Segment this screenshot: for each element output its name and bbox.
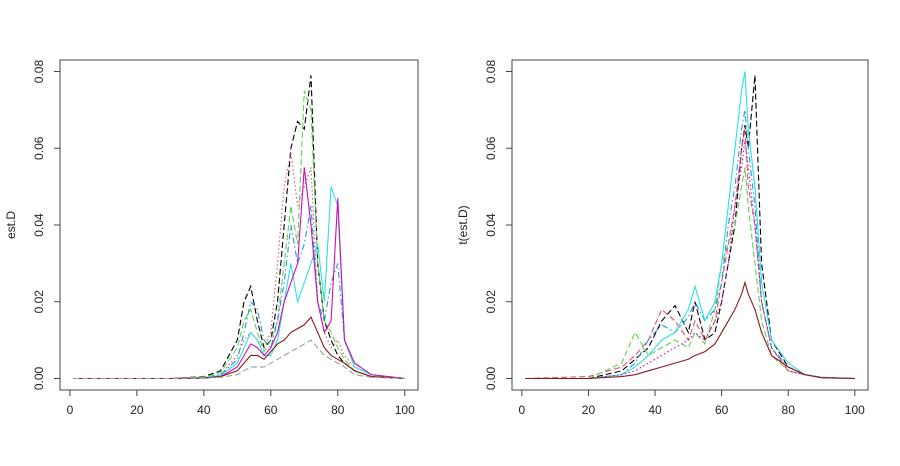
y-axis-label: t(est.D) bbox=[456, 205, 470, 244]
series-line bbox=[525, 128, 855, 380]
y-tick-label: 0.02 bbox=[32, 290, 46, 314]
series-line bbox=[73, 167, 405, 380]
series-line bbox=[73, 186, 405, 380]
series-line bbox=[73, 75, 405, 380]
y-tick-label: 0.06 bbox=[32, 136, 46, 160]
y-tick-label: 0.08 bbox=[32, 60, 46, 84]
series-line bbox=[525, 109, 855, 380]
x-tick-label: 60 bbox=[715, 403, 729, 417]
y-tick-label: 0.02 bbox=[484, 290, 498, 314]
series-line bbox=[525, 71, 855, 380]
plot-panel: 0 20 40 60 80 100 0.00 0.02 0.04 0.06 0.08 t(est.D) bbox=[456, 59, 869, 417]
series-line bbox=[525, 140, 855, 380]
series-line bbox=[73, 339, 405, 380]
series-line bbox=[525, 75, 855, 380]
series-line bbox=[525, 280, 855, 380]
series-line bbox=[73, 205, 405, 380]
series-line bbox=[73, 90, 405, 380]
x-tick-label: 80 bbox=[782, 403, 796, 417]
series-line bbox=[525, 167, 855, 380]
x-tick-label: 60 bbox=[264, 403, 278, 417]
x-tick-label: 100 bbox=[845, 403, 865, 417]
x-tick-label: 100 bbox=[395, 403, 415, 417]
y-tick-label: 0.00 bbox=[484, 366, 498, 390]
x-tick-label: 80 bbox=[331, 403, 345, 417]
y-tick-label: 0.04 bbox=[484, 213, 498, 237]
x-tick-label: 20 bbox=[582, 403, 596, 417]
series-line bbox=[73, 316, 405, 380]
y-tick-label: 0.00 bbox=[32, 366, 46, 390]
x-tick-label: 40 bbox=[648, 403, 662, 417]
series-line bbox=[73, 151, 405, 380]
x-tick-label: 40 bbox=[197, 403, 211, 417]
x-tick-label: 0 bbox=[519, 403, 526, 417]
y-tick-label: 0.04 bbox=[32, 213, 46, 237]
y-tick-label: 0.06 bbox=[484, 136, 498, 160]
x-tick-label: 20 bbox=[130, 403, 144, 417]
plot-panel: 0 20 40 60 80 100 0.00 0.02 0.04 0.06 0.08 est.D bbox=[4, 59, 419, 417]
plot-frame bbox=[511, 59, 869, 391]
y-tick-label: 0.08 bbox=[484, 60, 498, 84]
x-tick-label: 0 bbox=[67, 403, 74, 417]
y-axis-label: est.D bbox=[4, 211, 18, 239]
